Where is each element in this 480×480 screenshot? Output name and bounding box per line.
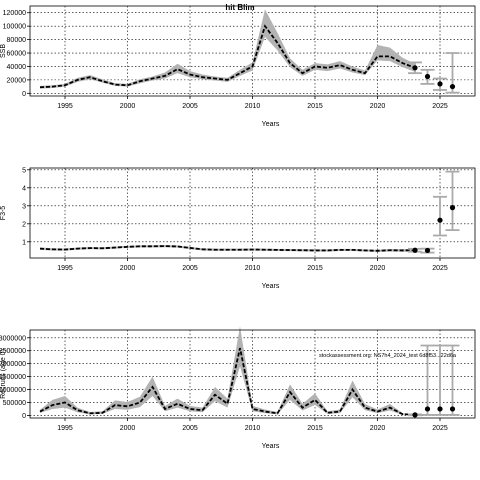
y-tick-label: 2000000: [0, 361, 26, 368]
forecast-point: [424, 73, 431, 80]
forecast-point: [424, 406, 431, 412]
forecast-point: [412, 412, 418, 418]
x-tick-label: 2010: [245, 425, 261, 432]
x-tick-label: 2025: [432, 103, 448, 110]
x-axis-label: Years: [262, 283, 280, 290]
x-tick-label: 2005: [182, 265, 198, 272]
y-tick-label: 0: [22, 413, 26, 420]
estimate-line: [39, 245, 416, 252]
x-tick-label: 1995: [57, 425, 73, 432]
x-tick-label: 2005: [182, 103, 198, 110]
x-tick-label: 2000: [120, 265, 136, 272]
y-tick-label: 2500000: [0, 348, 26, 355]
x-tick-label: 2005: [182, 425, 198, 432]
y-tick-label: 80000: [7, 37, 27, 44]
x-tick-label: 2000: [120, 425, 136, 432]
x-axis-label: Years: [262, 443, 280, 450]
x-tick-label: 2015: [307, 425, 323, 432]
x-tick-label: 2025: [432, 425, 448, 432]
forecast-point: [449, 406, 456, 412]
recruitment-panel: 1995 2000 2005 2010 2015 2020 2025 0 500000 10000…: [0, 326, 476, 450]
figure-title: hit Blim: [225, 3, 254, 12]
x-tick-label: 2015: [307, 265, 323, 272]
forecast-point: [412, 65, 418, 71]
y-axis-label: Recruits (age 0): [0, 349, 7, 399]
estimate-line: [39, 24, 416, 89]
estimate-line: [39, 347, 416, 416]
y-tick-label: 1500000: [0, 374, 26, 381]
y-tick-label: 500000: [3, 400, 26, 407]
y-tick-label: 120000: [3, 10, 26, 17]
y-tick-label: 3: [22, 203, 26, 210]
x-tick-label: 1995: [57, 103, 73, 110]
x-tick-label: 2025: [432, 265, 448, 272]
forecast-point: [437, 81, 443, 87]
x-tick-label: 2010: [245, 103, 261, 110]
x-tick-label: 2020: [370, 265, 386, 272]
x-tick-label: 2000: [120, 103, 136, 110]
x-axis-label: Years: [262, 121, 280, 128]
forecast-point: [449, 205, 456, 211]
y-axis-label: F3-5: [0, 206, 7, 221]
y-tick-label: 0: [22, 91, 26, 98]
y-tick-label: 2: [22, 221, 26, 228]
x-tick-label: 2020: [370, 425, 386, 432]
y-tick-label: 20000: [7, 77, 27, 84]
watermark-text: stockassessment.org: NS7h4_2024_test 6d8…: [319, 353, 457, 359]
ssb-panel: 1995 2000 2005 2010 2015 2020 2025 0 20000 40000 6…: [0, 5, 476, 128]
y-tick-label: 1000000: [0, 387, 26, 394]
y-tick-label: 5: [22, 167, 26, 174]
fishing-mortality-panel: 1995 2000 2005 2010 2015 2020 2025 1 2 3 4 5 Years F3…: [0, 167, 476, 290]
y-tick-label: 4: [22, 185, 26, 192]
forecast-point: [437, 217, 443, 223]
y-tick-label: 3000000: [0, 335, 26, 342]
x-tick-label: 1995: [57, 265, 73, 272]
confidence-band: [40, 9, 415, 89]
y-tick-label: 1: [22, 239, 26, 246]
y-tick-label: 60000: [7, 51, 27, 58]
forecast-point: [412, 247, 418, 253]
x-tick-label: 2010: [245, 265, 261, 272]
x-tick-label: 2015: [307, 103, 323, 110]
forecast-point: [449, 83, 456, 90]
y-tick-label: 100000: [3, 24, 26, 31]
forecast-point: [437, 406, 443, 412]
y-axis-label: SSB: [0, 44, 7, 58]
forecast-point: [424, 247, 431, 254]
x-tick-label: 2020: [370, 103, 386, 110]
y-tick-label: 40000: [7, 64, 27, 71]
